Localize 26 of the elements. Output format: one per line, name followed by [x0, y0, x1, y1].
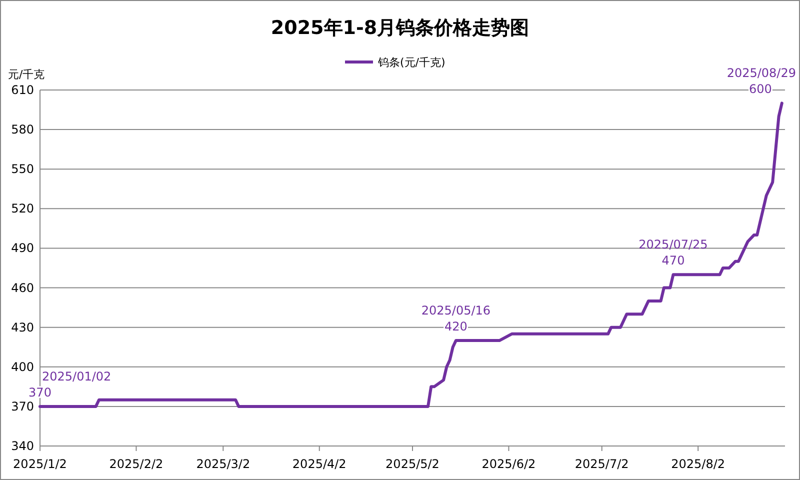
y-tick-label: 520: [11, 202, 34, 216]
x-tick-label: 2025/7/2: [574, 457, 629, 471]
annotation: 2025/05/16: [421, 304, 491, 318]
y-tick-label: 550: [11, 162, 34, 176]
x-tick-label: 2025/6/2: [482, 457, 536, 471]
x-tick-label: 2025/8/2: [671, 457, 726, 471]
x-tick-label: 2025/4/2: [292, 457, 346, 471]
y-tick-label: 580: [11, 122, 34, 137]
y-tick-label: 370: [11, 399, 34, 414]
y-tick-label: 490: [11, 241, 34, 256]
annotation: 2025/07/25: [638, 238, 708, 252]
annotation: 2025/08/29: [726, 66, 796, 80]
legend-label: 钨条(元/千克): [377, 56, 446, 69]
y-axis-title: 元/千克: [8, 68, 45, 81]
y-tick-label: 610: [11, 83, 34, 97]
x-tick-label: 2025/1/2: [13, 457, 67, 471]
chart-title: 2025年1-8月钨条价格走势图: [270, 17, 530, 39]
y-tick-label: 400: [11, 360, 34, 374]
x-tick-label: 2025/5/2: [386, 457, 440, 471]
y-tick-label: 340: [11, 439, 34, 453]
data-label: 470: [662, 254, 685, 268]
x-tick-label: 2025/3/2: [196, 457, 250, 471]
y-tick-label: 430: [11, 320, 34, 334]
annotation: 2025/01/02: [42, 369, 112, 384]
x-tick-label: 2025/2/2: [109, 457, 164, 471]
y-tick-label: 460: [11, 280, 34, 295]
